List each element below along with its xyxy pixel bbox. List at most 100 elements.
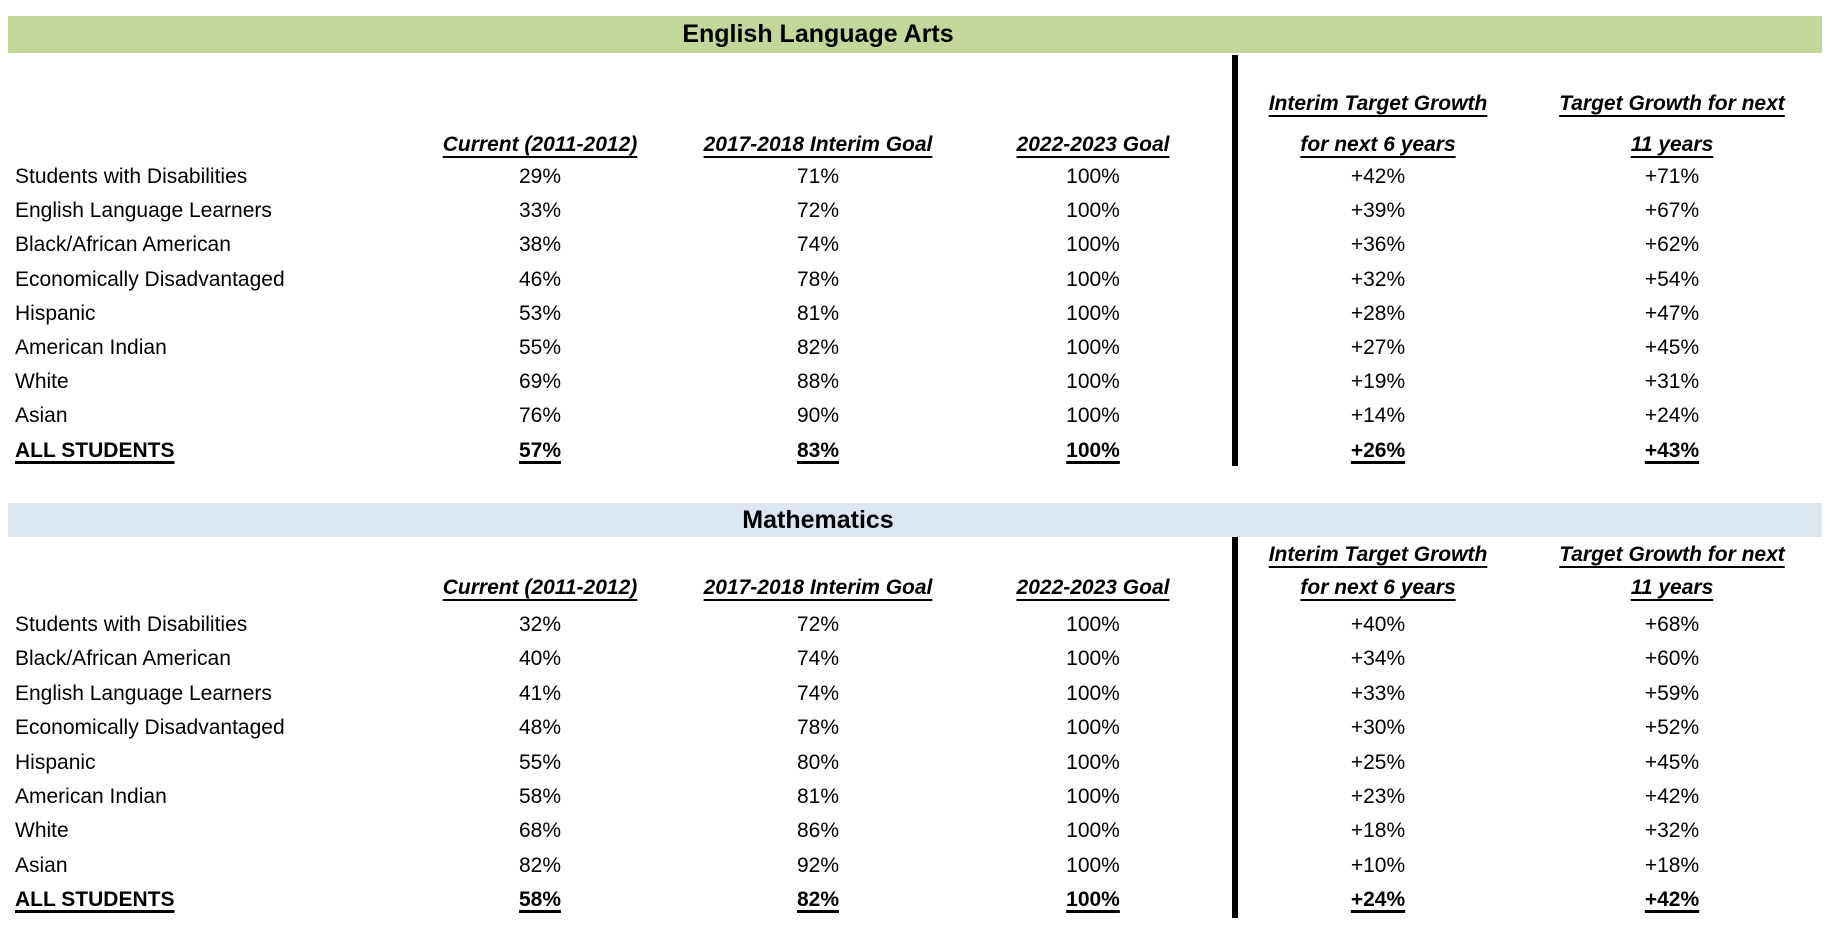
- value-cell: 29%: [518, 165, 562, 188]
- value-cell: +36%: [1350, 233, 1406, 257]
- value-cell: +26%: [1350, 438, 1406, 462]
- value-cell: 100%: [1066, 613, 1120, 636]
- vertical-divider-math: [1232, 537, 1238, 918]
- value-cell: 86%: [796, 819, 840, 843]
- value-cell: +31%: [1644, 370, 1700, 394]
- table-row: Students with Disabilities 32% 72% 100% +40%…: [0, 608, 1834, 642]
- row-label: Economically Disadvantaged: [15, 716, 285, 740]
- value-cell: +10%: [1350, 853, 1406, 877]
- value-cell: 38%: [518, 233, 562, 257]
- value-cell: 58%: [518, 785, 562, 808]
- value-cell: 100%: [1066, 647, 1120, 671]
- value-cell: +59%: [1644, 681, 1700, 705]
- value-cell: 100%: [1066, 404, 1120, 428]
- table-row: White 69% 88% 100% +19% +31%: [0, 365, 1834, 399]
- value-cell: 53%: [518, 301, 562, 325]
- value-cell: +45%: [1644, 750, 1700, 774]
- value-cell: 74%: [796, 233, 840, 257]
- table-row: Students with Disabilities 29% 71% 100% +42%…: [0, 160, 1834, 194]
- value-cell: +32%: [1350, 267, 1406, 291]
- section-band-ela: English Language Arts: [8, 16, 1822, 53]
- row-label: ALL STUDENTS: [15, 888, 175, 912]
- column-header-final-goal: 2022-2023 Goal: [1016, 576, 1170, 599]
- row-label: White: [15, 370, 69, 394]
- row-label: Hispanic: [15, 750, 96, 774]
- value-cell: 100%: [1066, 853, 1120, 877]
- value-cell: 100%: [1066, 681, 1120, 705]
- row-label: Economically Disadvantaged: [15, 267, 285, 291]
- value-cell: +33%: [1350, 681, 1406, 705]
- column-header-growth11-line2: 11 years: [1630, 133, 1714, 156]
- value-cell: +47%: [1644, 301, 1700, 325]
- value-cell: +60%: [1644, 647, 1700, 671]
- value-cell: 57%: [518, 438, 562, 462]
- value-cell: +42%: [1350, 165, 1406, 188]
- value-cell: 100%: [1066, 888, 1120, 912]
- value-cell: 72%: [796, 199, 840, 223]
- value-cell: +45%: [1644, 336, 1700, 359]
- column-header-growth11-line1: Target Growth for next: [1559, 543, 1785, 566]
- table-row: ALL STUDENTS 57% 83% 100% +26% +43%: [0, 434, 1834, 468]
- value-cell: +34%: [1350, 647, 1406, 671]
- value-cell: 46%: [518, 267, 562, 291]
- section-title-ela: English Language Arts: [682, 20, 954, 48]
- value-cell: +27%: [1350, 336, 1406, 359]
- row-label: American Indian: [15, 336, 167, 359]
- value-cell: 100%: [1066, 199, 1120, 223]
- column-header-growth6-line1: Interim Target Growth: [1268, 92, 1488, 115]
- row-label: Asian: [15, 853, 68, 877]
- row-label: Black/African American: [15, 233, 231, 257]
- column-header-growth6-line1: Interim Target Growth: [1268, 543, 1488, 566]
- value-cell: +19%: [1350, 370, 1406, 394]
- row-label: American Indian: [15, 785, 167, 808]
- column-header-growth11-line1: Target Growth for next: [1559, 92, 1785, 115]
- value-cell: 100%: [1066, 370, 1120, 394]
- value-cell: +24%: [1350, 888, 1406, 912]
- value-cell: 78%: [796, 716, 840, 740]
- value-cell: 78%: [796, 267, 840, 291]
- value-cell: +23%: [1350, 785, 1406, 808]
- value-cell: +43%: [1644, 438, 1700, 462]
- section-title-math: Mathematics: [742, 505, 894, 534]
- value-cell: +68%: [1644, 613, 1700, 636]
- value-cell: 88%: [796, 370, 840, 394]
- value-cell: +40%: [1350, 613, 1406, 636]
- row-label: English Language Learners: [15, 681, 272, 705]
- value-cell: +24%: [1644, 404, 1700, 428]
- value-cell: 81%: [796, 785, 840, 808]
- value-cell: 32%: [518, 613, 562, 636]
- row-label: English Language Learners: [15, 199, 272, 223]
- value-cell: +18%: [1350, 819, 1406, 843]
- column-header-interim-goal: 2017-2018 Interim Goal: [703, 576, 933, 599]
- column-header-current: Current (2011-2012): [442, 133, 638, 156]
- value-cell: +67%: [1644, 199, 1700, 223]
- value-cell: 74%: [796, 681, 840, 705]
- value-cell: 58%: [518, 888, 562, 912]
- value-cell: 83%: [796, 438, 840, 462]
- table-row: Economically Disadvantaged 48% 78% 100% +30%…: [0, 711, 1834, 745]
- table-row: English Language Learners 33% 72% 100% +39% +…: [0, 194, 1834, 228]
- value-cell: +54%: [1644, 267, 1700, 291]
- table-row: Hispanic 53% 81% 100% +28% +47%: [0, 297, 1834, 331]
- row-label: ALL STUDENTS: [15, 438, 175, 462]
- table-row: Economically Disadvantaged 46% 78% 100% +32%…: [0, 263, 1834, 297]
- value-cell: 40%: [518, 647, 562, 671]
- value-cell: +42%: [1644, 785, 1700, 808]
- value-cell: +62%: [1644, 233, 1700, 257]
- value-cell: 80%: [796, 750, 840, 774]
- value-cell: +18%: [1644, 853, 1700, 877]
- table-row: Black/African American 40% 74% 100% +34% +60%: [0, 642, 1834, 676]
- column-header-growth11-line2: 11 years: [1630, 576, 1714, 599]
- value-cell: 68%: [518, 819, 562, 843]
- value-cell: 82%: [796, 888, 840, 912]
- value-cell: 41%: [518, 681, 562, 705]
- value-cell: 55%: [518, 750, 562, 774]
- value-cell: 90%: [796, 404, 840, 428]
- value-cell: 76%: [518, 404, 562, 428]
- value-cell: 55%: [518, 336, 562, 359]
- vertical-divider-ela: [1232, 55, 1238, 466]
- value-cell: 72%: [796, 613, 840, 636]
- value-cell: 100%: [1066, 438, 1120, 462]
- row-label: Hispanic: [15, 301, 96, 325]
